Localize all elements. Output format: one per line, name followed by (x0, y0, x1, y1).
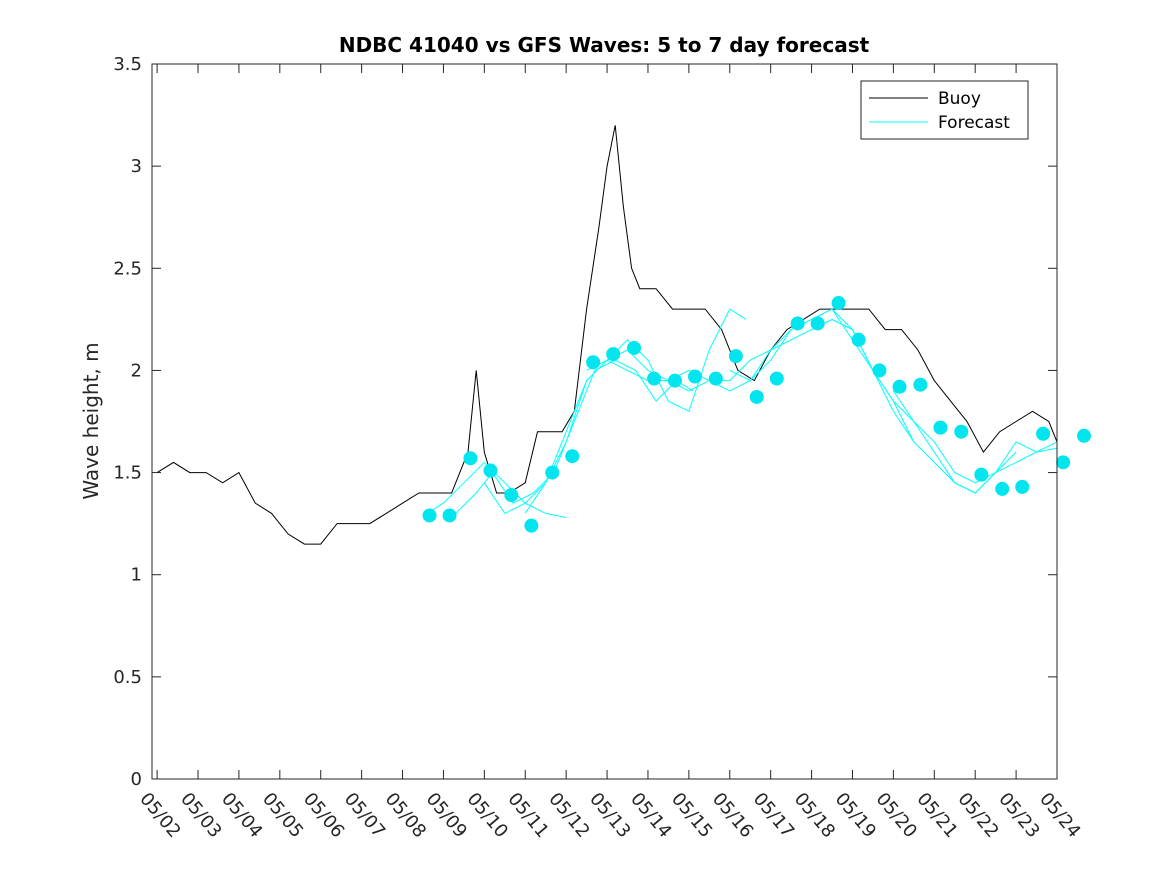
x-tick-label: 05/03 (176, 789, 225, 842)
x-tick-label: 05/14 (626, 789, 675, 842)
forecast-marker (913, 377, 928, 392)
forecast-marker (892, 379, 907, 394)
forecast-marker (606, 347, 621, 362)
forecast-marker (586, 355, 601, 370)
forecast-markers (422, 296, 1091, 533)
x-tick-label: 05/23 (994, 789, 1043, 842)
y-tick-label: 2 (131, 360, 142, 381)
x-tick-label: 05/17 (749, 789, 798, 842)
forecast-marker (463, 451, 478, 466)
legend: Buoy Forecast (860, 80, 1029, 140)
forecast-marker (1056, 455, 1071, 470)
forecast-marker (1076, 428, 1091, 443)
y-tick-label: 1 (131, 565, 142, 586)
legend-label-buoy: Buoy (938, 89, 981, 109)
x-tick-label: 05/21 (912, 789, 961, 842)
forecast-marker (933, 420, 948, 435)
x-tick-label: 05/13 (585, 789, 634, 842)
plot-area (152, 64, 1057, 779)
x-tick-label: 05/22 (953, 789, 1002, 842)
y-tick-label: 1.5 (113, 463, 142, 484)
x-tick-label: 05/12 (544, 789, 593, 842)
forecast-marker (422, 508, 437, 523)
plot-frame (151, 63, 1058, 780)
forecast-marker (565, 449, 580, 464)
forecast-marker (749, 389, 764, 404)
forecast-marker (831, 296, 846, 311)
forecast-marker (810, 316, 825, 331)
y-axis: 0 0.5 1 1.5 2 2.5 3 3.5 (113, 54, 1057, 790)
forecast-marker (995, 481, 1010, 496)
forecast-marker (647, 371, 662, 386)
x-tick-label: 05/19 (831, 789, 880, 842)
x-tick-label: 05/07 (340, 789, 389, 842)
y-tick-label: 3.5 (113, 54, 142, 75)
y-tick-label: 3 (131, 156, 142, 177)
forecast-marker (974, 467, 989, 482)
x-tick-label: 05/09 (422, 789, 471, 842)
x-tick-label: 05/15 (667, 789, 716, 842)
forecast-marker (954, 424, 969, 439)
forecast-series-line (892, 390, 1058, 494)
forecast-marker (545, 465, 560, 480)
x-tick-label: 05/18 (790, 789, 839, 842)
forecast-marker (851, 332, 866, 347)
x-tick-label: 05/16 (708, 789, 757, 842)
x-tick-label: 05/04 (217, 789, 266, 842)
x-tick-label: 05/11 (503, 789, 552, 842)
forecast-marker (442, 508, 457, 523)
y-tick-label: 2.5 (113, 258, 142, 279)
x-tick-label: 05/08 (381, 789, 430, 842)
forecast-marker (688, 369, 702, 384)
x-tick-label: 05/05 (258, 789, 307, 842)
forecast-marker (483, 463, 498, 478)
x-tick-label: 05/02 (135, 789, 184, 842)
forecast-marker (524, 518, 539, 533)
forecast-marker (769, 371, 784, 386)
legend-label-forecast: Forecast (938, 113, 1010, 133)
y-tick-label: 0 (131, 769, 142, 790)
buoy-series-line (156, 125, 1058, 545)
x-tick-label: 05/06 (299, 789, 348, 842)
forecast-series-line (811, 318, 1058, 484)
x-tick-label: 05/24 (1035, 789, 1084, 842)
forecast-marker (627, 340, 642, 355)
forecast-series-line (524, 318, 853, 514)
forecast-marker (504, 488, 519, 503)
chart-title: NDBC 41040 vs GFS Waves: 5 to 7 day fore… (339, 33, 870, 57)
x-tick-label: 05/20 (872, 789, 921, 842)
legend-box (860, 80, 1029, 140)
x-tick-label: 05/10 (463, 789, 512, 842)
forecast-marker (728, 349, 743, 364)
y-tick-label: 0.5 (113, 667, 142, 688)
forecast-marker (872, 363, 887, 378)
y-axis-label: Wave height, m (79, 342, 103, 499)
forecast-marker (1015, 479, 1030, 494)
forecast-marker (790, 316, 805, 331)
forecast-marker (1036, 426, 1051, 441)
forecast-marker (708, 371, 723, 386)
forecast-marker (667, 373, 682, 388)
